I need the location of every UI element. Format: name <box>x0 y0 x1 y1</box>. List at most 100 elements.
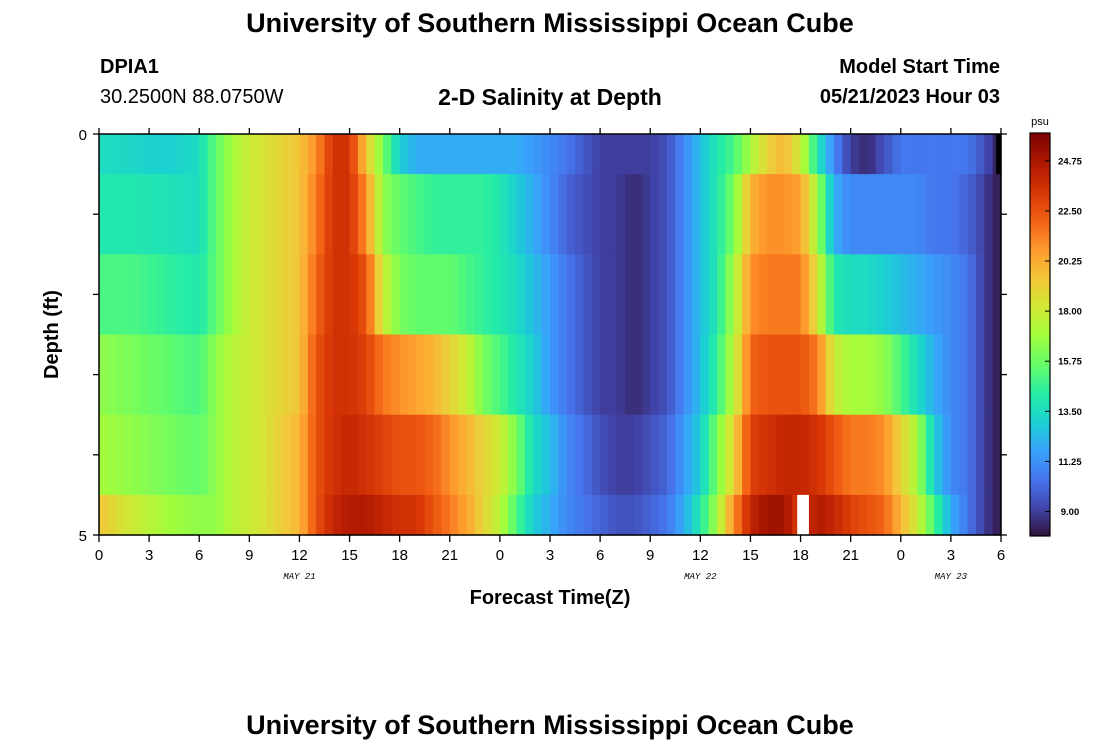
heatmap-cell <box>984 174 994 255</box>
heatmap-cell <box>616 334 626 416</box>
heatmap-cell <box>792 334 802 416</box>
heatmap-cell <box>658 494 668 536</box>
heatmap-cell <box>575 174 585 255</box>
heatmap-cell <box>299 494 309 536</box>
x-day-label: MAY 22 <box>684 572 717 582</box>
heatmap-cell <box>675 414 685 496</box>
heatmap-cell <box>199 174 209 255</box>
heatmap-cell <box>758 334 768 416</box>
heatmap-cell <box>199 494 209 536</box>
heatmap-cell <box>533 414 543 496</box>
heatmap-cell <box>825 414 835 496</box>
heatmap-cell <box>249 254 259 336</box>
heatmap-cell <box>458 414 468 496</box>
heatmap-cell <box>374 254 384 336</box>
colorbar-label: 22.50 <box>1058 206 1082 217</box>
heatmap-cell <box>533 134 543 175</box>
heatmap-cell <box>817 414 827 496</box>
heatmap-cell <box>374 134 384 175</box>
x-axis-title: Forecast Time(Z) <box>470 587 631 609</box>
colorbar-unit: psu <box>1031 116 1049 128</box>
heatmap-cell <box>324 134 334 175</box>
heatmap-cell <box>708 414 718 496</box>
heatmap-cell <box>165 174 175 255</box>
heatmap-cell <box>675 134 685 175</box>
x-tick-label: 6 <box>997 547 1005 564</box>
heatmap-cell <box>934 494 944 536</box>
heatmap-cell <box>867 254 877 336</box>
heatmap-cell <box>324 334 334 416</box>
heatmap-cell <box>658 134 668 175</box>
heatmap-cell <box>591 134 601 175</box>
heatmap-cell <box>274 414 284 496</box>
heatmap-cell <box>249 414 259 496</box>
heatmap-cell <box>817 334 827 416</box>
heatmap-cell <box>366 494 376 536</box>
heatmap-cell <box>224 254 234 336</box>
heatmap-cell <box>683 134 693 175</box>
heatmap-cell <box>149 134 159 175</box>
heatmap-cell <box>984 254 994 336</box>
heatmap-cell <box>466 334 476 416</box>
heatmap-cell <box>808 134 818 175</box>
x-axis-ticks: 0 3 6 9 12 15 18 21 0 3 6 9 12 15 18 21 0 3 6 MAY 21 MAY 22 M… <box>95 128 1005 582</box>
heatmap-cell <box>541 134 551 175</box>
heatmap-cell <box>917 494 927 536</box>
heatmap-cell <box>99 134 108 175</box>
heatmap-cell <box>833 494 843 536</box>
heatmap-cell <box>575 254 585 336</box>
heatmap-cell <box>884 174 894 255</box>
heatmap-cell <box>708 174 718 255</box>
heatmap-cell <box>124 414 134 496</box>
heatmap-cell <box>332 334 342 416</box>
heatmap-cell <box>316 254 326 336</box>
heatmap-cell <box>115 174 125 255</box>
heatmap-cell <box>700 334 710 416</box>
heatmap-cell <box>708 254 718 336</box>
heatmap-cell <box>107 134 117 175</box>
heatmap-cell <box>215 134 225 175</box>
heatmap-cell <box>600 494 610 536</box>
heatmap-cell <box>558 174 568 255</box>
heatmap-cell <box>825 134 835 175</box>
heatmap-cell <box>833 254 843 336</box>
heatmap-cell <box>783 494 793 536</box>
heatmap-cell <box>892 334 902 416</box>
heatmap-cell <box>332 134 342 175</box>
heatmap-cell <box>232 174 242 255</box>
heatmap-cell <box>474 134 484 175</box>
heatmap-cell <box>307 134 317 175</box>
heatmap-cell <box>825 494 835 536</box>
heatmap-cell <box>792 254 802 336</box>
heatmap-cell <box>132 254 142 336</box>
data-gap <box>996 134 1001 175</box>
heatmap-cell <box>942 414 952 496</box>
heatmap-cell <box>466 134 476 175</box>
heatmap-cell <box>466 414 476 496</box>
heatmap-cell <box>959 414 969 496</box>
heatmap-cell <box>800 254 810 336</box>
heatmap-cell <box>249 174 259 255</box>
heatmap-cell <box>215 254 225 336</box>
heatmap-cell <box>650 254 660 336</box>
heatmap-cell <box>683 414 693 496</box>
heatmap-cell <box>174 494 184 536</box>
heatmap-cell <box>808 414 818 496</box>
x-tick-label: 21 <box>842 547 859 564</box>
heatmap-cell <box>349 134 359 175</box>
heatmap-cell <box>391 494 401 536</box>
heatmap-cell <box>717 174 726 255</box>
heatmap-cell <box>132 414 142 496</box>
heatmap-cell <box>658 414 668 496</box>
heatmap-cell <box>291 254 301 336</box>
heatmap-cell <box>575 334 585 416</box>
heatmap-cell <box>391 134 401 175</box>
heatmap-cell <box>483 254 493 336</box>
heatmap-cell <box>232 334 242 416</box>
heatmap-cell <box>291 494 301 536</box>
heatmap-cell <box>533 494 543 536</box>
heatmap-cell <box>291 174 301 255</box>
heatmap-cell <box>550 334 559 416</box>
heatmap-cell <box>474 174 484 255</box>
heatmap-cell <box>600 174 610 255</box>
